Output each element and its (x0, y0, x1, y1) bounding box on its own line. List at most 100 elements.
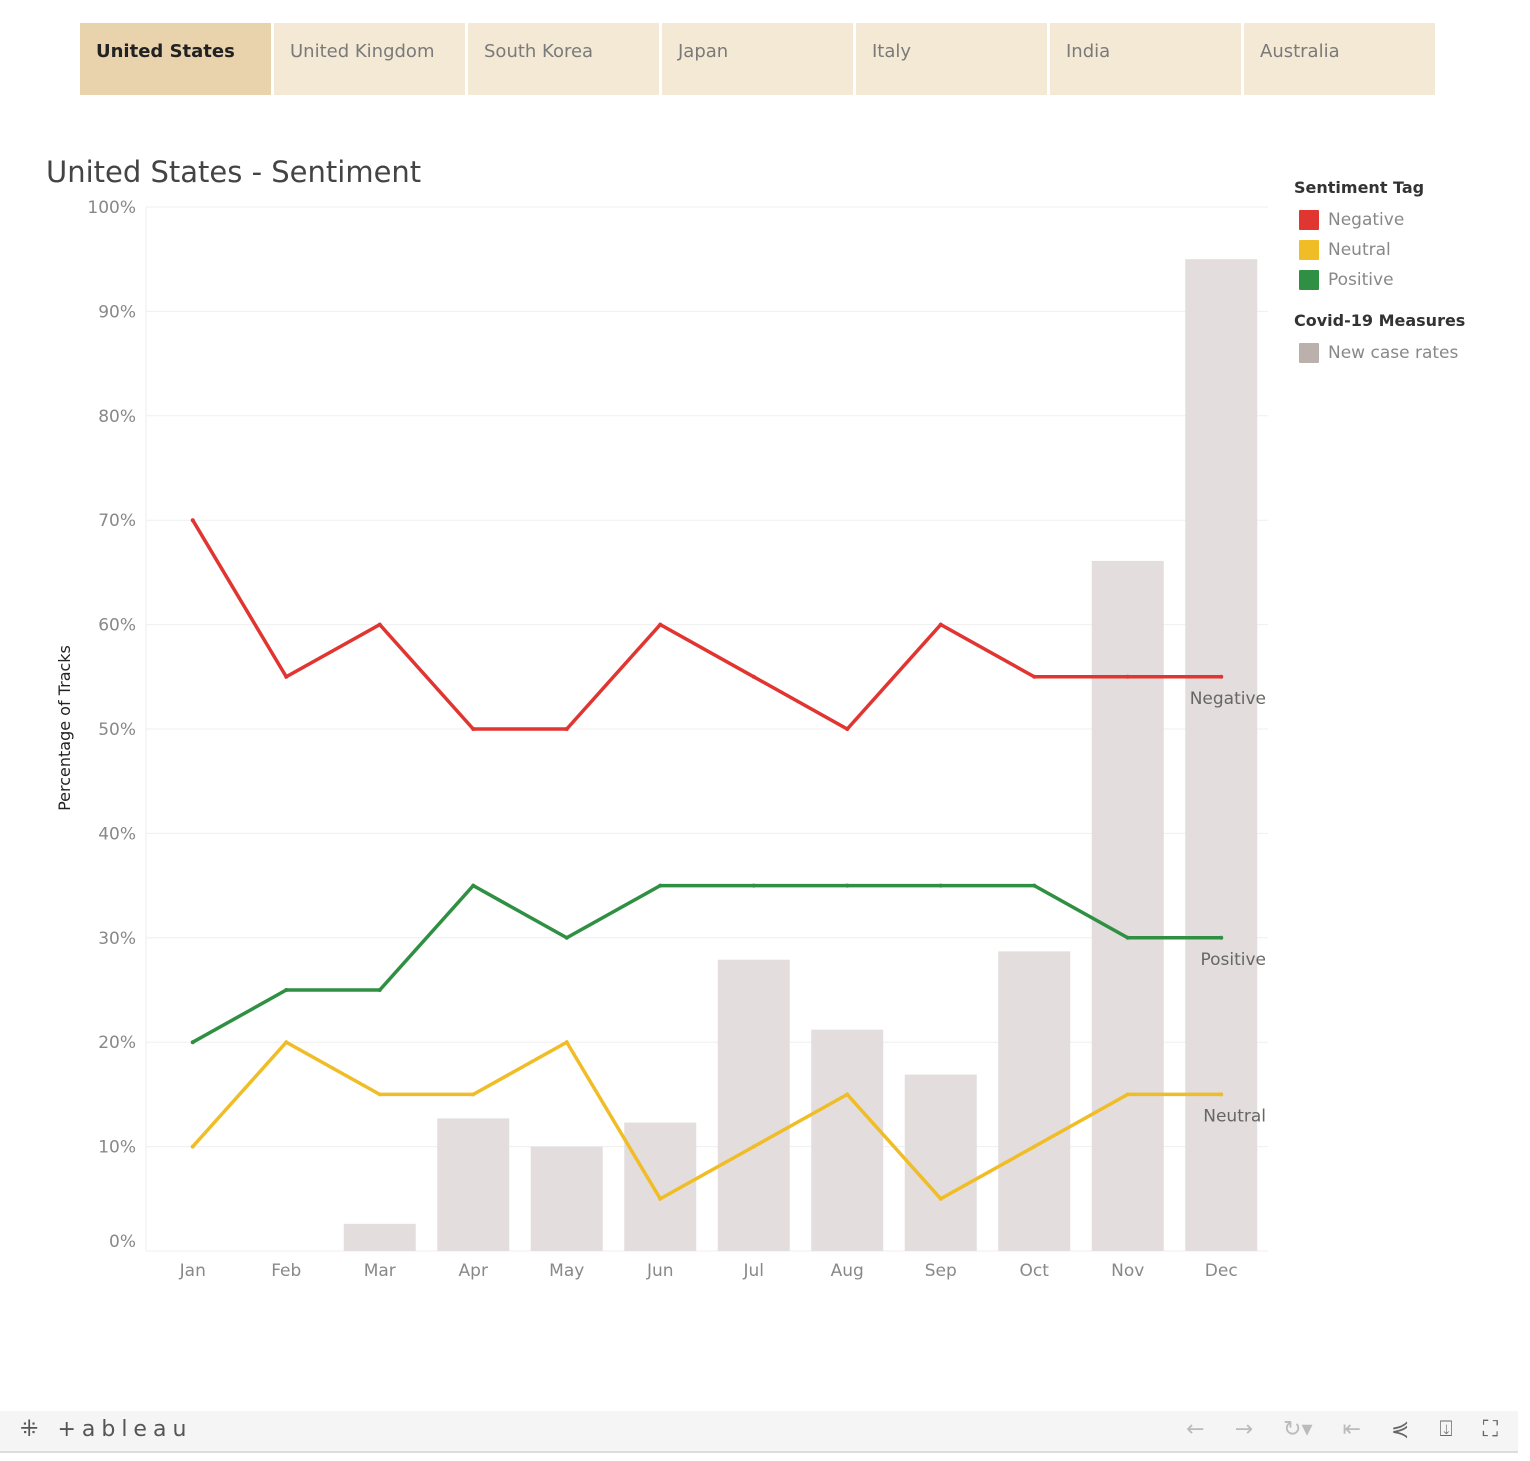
legend-item-negative[interactable]: Negative (1294, 205, 1465, 235)
y-tick-label: 90% (98, 302, 136, 322)
point-negative-dec[interactable] (1219, 674, 1224, 679)
y-tick-label: 60% (98, 616, 136, 636)
bar-new-case-rate-aug[interactable] (811, 1029, 884, 1251)
legend-item-neutral[interactable]: Neutral (1294, 235, 1465, 265)
point-negative-aug[interactable] (845, 727, 850, 731)
x-tick-label: Feb (271, 1261, 301, 1281)
point-negative-feb[interactable] (284, 674, 289, 679)
point-positive-feb[interactable] (284, 988, 289, 992)
country-tabs: United States United Kingdom South Korea Ja… (80, 23, 1435, 95)
redo-icon[interactable]: → (1234, 1417, 1254, 1442)
point-neutral-apr[interactable] (471, 1092, 476, 1097)
point-positive-jun[interactable] (658, 883, 663, 888)
point-negative-jan[interactable] (190, 518, 195, 523)
point-neutral-may[interactable] (564, 1040, 569, 1045)
tab-italy[interactable]: Italy (856, 23, 1047, 95)
point-negative-jun[interactable] (658, 622, 663, 627)
tab-united-states[interactable]: United States (80, 23, 271, 95)
point-neutral-aug[interactable] (845, 1092, 850, 1097)
legend-item-new-case-rates[interactable]: New case rates (1294, 338, 1465, 368)
point-positive-oct[interactable] (1032, 883, 1037, 888)
line-end-label: Neutral (1203, 1106, 1266, 1126)
bar-new-case-rate-mar[interactable] (343, 1223, 416, 1251)
x-tick-label: Jun (646, 1261, 674, 1281)
line-end-label: Negative (1190, 689, 1266, 709)
y-tick-label: 20% (98, 1033, 136, 1053)
reset-icon[interactable]: ⇤ (1342, 1417, 1361, 1442)
download-icon[interactable]: ⍗ (1439, 1417, 1453, 1442)
legend-swatch (1299, 240, 1319, 260)
point-positive-sep[interactable] (938, 883, 943, 888)
point-neutral-jan[interactable] (190, 1144, 195, 1149)
point-negative-mar[interactable] (377, 622, 382, 627)
tab-australia[interactable]: Australia (1244, 23, 1435, 95)
x-tick-label: Oct (1020, 1261, 1050, 1281)
point-neutral-dec[interactable] (1219, 1092, 1224, 1097)
point-negative-apr[interactable] (471, 727, 476, 731)
x-tick-label: Dec (1205, 1261, 1238, 1281)
revert-icon[interactable]: ↻▾ (1283, 1417, 1313, 1442)
point-positive-apr[interactable] (471, 883, 476, 888)
legend-swatch (1299, 210, 1319, 230)
share-icon[interactable]: ⋞ (1390, 1417, 1410, 1442)
point-positive-may[interactable] (564, 935, 569, 940)
y-tick-label: 100% (87, 198, 136, 218)
legend: Sentiment Tag Negative Neutral Positive Co… (1294, 178, 1465, 368)
line-neutral[interactable] (191, 1039, 1222, 1202)
point-neutral-sep[interactable] (938, 1196, 943, 1201)
y-axis-label: Percentage of Tracks (55, 645, 74, 811)
sentiment-chart: 0% 10% 20% 30% 40% 50% 60% 70% 80% 90% 100% Percent… (55, 198, 1268, 1281)
line-positive[interactable] (191, 883, 1222, 1044)
y-tick-label: 0% (109, 1232, 136, 1252)
fullscreen-icon[interactable]: ⛶ (1482, 1417, 1498, 1442)
bar-new-case-rate-sep[interactable] (904, 1074, 977, 1251)
x-tick-label: Sep (925, 1261, 957, 1281)
point-negative-may[interactable] (564, 727, 569, 731)
line-end-label: Positive (1200, 950, 1266, 970)
point-positive-jul[interactable] (751, 883, 756, 888)
y-tick-label: 10% (98, 1138, 136, 1158)
bar-new-case-rate-may[interactable] (530, 1146, 603, 1251)
bar-new-case-rate-oct[interactable] (998, 951, 1071, 1251)
point-negative-nov[interactable] (1125, 674, 1130, 679)
chart-title: United States - Sentiment (46, 155, 422, 189)
point-positive-jan[interactable] (190, 1040, 195, 1045)
x-tick-label: Jan (179, 1261, 206, 1281)
legend-sentiment-title: Sentiment Tag (1294, 178, 1425, 197)
point-neutral-mar[interactable] (377, 1092, 382, 1097)
bar-new-case-rate-jul[interactable] (717, 959, 790, 1251)
point-positive-aug[interactable] (845, 883, 850, 888)
point-neutral-jul[interactable] (751, 1144, 756, 1149)
point-neutral-nov[interactable] (1125, 1092, 1130, 1097)
undo-icon[interactable]: ← (1186, 1417, 1205, 1442)
legend-label: Negative (1328, 210, 1405, 230)
y-tick-label: 70% (98, 511, 136, 531)
point-neutral-oct[interactable] (1032, 1144, 1037, 1149)
bar-new-case-rate-dec[interactable] (1185, 259, 1258, 1251)
point-negative-oct[interactable] (1032, 674, 1037, 679)
point-negative-jul[interactable] (751, 674, 756, 679)
tableau-logo[interactable]: ⁜ +ableau (20, 1417, 193, 1442)
point-neutral-jun[interactable] (658, 1196, 663, 1201)
point-neutral-feb[interactable] (284, 1040, 289, 1045)
tab-japan[interactable]: Japan (662, 23, 853, 95)
x-tick-label: Nov (1111, 1261, 1144, 1281)
y-tick-label: 50% (98, 720, 136, 740)
tab-united-kingdom[interactable]: United Kingdom (274, 23, 465, 95)
point-positive-dec[interactable] (1219, 935, 1224, 940)
bar-new-case-rate-apr[interactable] (437, 1118, 510, 1251)
x-tick-label: May (549, 1261, 584, 1281)
y-tick-label: 40% (98, 824, 136, 844)
bar-new-case-rate-nov[interactable] (1091, 560, 1164, 1251)
point-negative-sep[interactable] (938, 622, 943, 627)
tab-south-korea[interactable]: South Korea (468, 23, 659, 95)
line-negative[interactable] (191, 519, 1222, 732)
point-positive-mar[interactable] (377, 988, 382, 992)
point-positive-nov[interactable] (1125, 935, 1130, 940)
y-tick-label: 80% (98, 407, 136, 427)
tab-india[interactable]: India (1050, 23, 1241, 95)
x-tick-label: Mar (364, 1261, 396, 1281)
legend-item-positive[interactable]: Positive (1294, 265, 1465, 295)
x-tick-label: Apr (459, 1261, 488, 1281)
bar-new-case-rate-jun[interactable] (624, 1122, 697, 1251)
